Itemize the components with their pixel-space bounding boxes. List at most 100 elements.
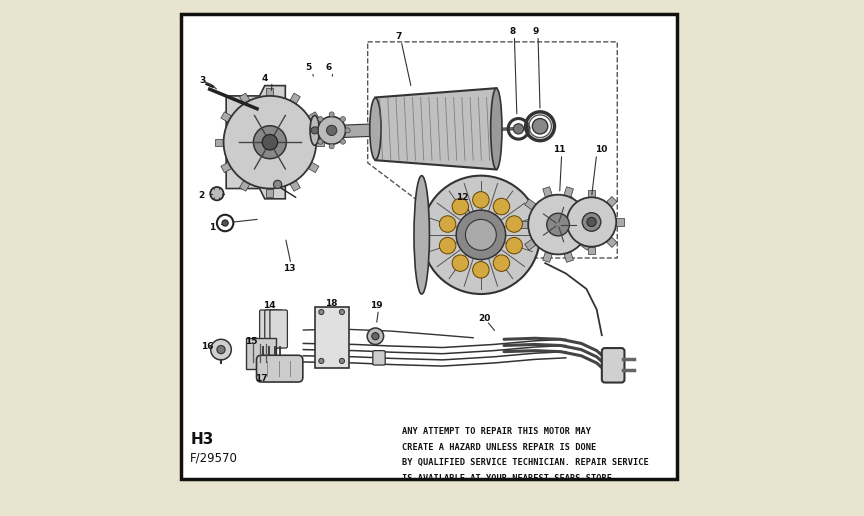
Polygon shape — [564, 252, 574, 262]
Polygon shape — [588, 221, 597, 228]
Circle shape — [274, 180, 282, 188]
Text: ANY ATTEMPT TO REPAIR THIS MOTOR MAY: ANY ATTEMPT TO REPAIR THIS MOTOR MAY — [402, 427, 591, 437]
Text: 4: 4 — [262, 74, 268, 84]
Polygon shape — [524, 199, 536, 210]
Circle shape — [440, 216, 456, 232]
Circle shape — [217, 346, 226, 353]
Text: 17: 17 — [255, 375, 268, 383]
Polygon shape — [316, 139, 325, 146]
Ellipse shape — [414, 175, 429, 294]
Circle shape — [567, 197, 616, 247]
Circle shape — [340, 310, 345, 315]
Circle shape — [532, 119, 548, 134]
Circle shape — [547, 213, 569, 236]
Circle shape — [318, 139, 323, 144]
Circle shape — [493, 255, 510, 271]
Polygon shape — [580, 199, 592, 210]
Text: H3: H3 — [190, 432, 213, 447]
FancyBboxPatch shape — [270, 310, 288, 348]
Circle shape — [253, 126, 286, 159]
Polygon shape — [308, 162, 319, 173]
FancyBboxPatch shape — [264, 310, 283, 348]
Text: 18: 18 — [326, 299, 338, 308]
Text: 15: 15 — [245, 337, 257, 346]
Circle shape — [452, 255, 468, 271]
Text: 1: 1 — [208, 222, 215, 232]
FancyBboxPatch shape — [245, 338, 276, 368]
Circle shape — [456, 210, 505, 260]
Text: F/29570: F/29570 — [190, 451, 238, 464]
Polygon shape — [290, 93, 301, 104]
Circle shape — [473, 262, 489, 278]
Text: 20: 20 — [479, 314, 491, 323]
Circle shape — [222, 220, 228, 226]
Text: 2: 2 — [199, 191, 205, 200]
Polygon shape — [607, 197, 617, 207]
Circle shape — [311, 127, 318, 134]
Circle shape — [319, 310, 324, 315]
Polygon shape — [215, 139, 224, 146]
Text: BY QUALIFIED SERVICE TECHNICIAN. REPAIR SERVICE: BY QUALIFIED SERVICE TECHNICIAN. REPAIR … — [402, 458, 649, 467]
Text: 6: 6 — [326, 63, 332, 72]
Text: 11: 11 — [553, 146, 566, 154]
Polygon shape — [616, 218, 624, 225]
Polygon shape — [266, 188, 274, 197]
Text: 8: 8 — [509, 27, 516, 36]
Ellipse shape — [491, 88, 502, 169]
Text: 14: 14 — [263, 301, 276, 310]
Circle shape — [319, 358, 324, 363]
Polygon shape — [221, 112, 232, 122]
Polygon shape — [226, 86, 285, 199]
Polygon shape — [290, 181, 301, 191]
Polygon shape — [564, 187, 574, 197]
Circle shape — [587, 217, 596, 227]
Circle shape — [262, 135, 277, 150]
Polygon shape — [524, 239, 536, 250]
Circle shape — [313, 128, 318, 133]
Polygon shape — [559, 218, 567, 225]
Circle shape — [340, 358, 345, 363]
Circle shape — [473, 191, 489, 208]
Polygon shape — [543, 187, 552, 197]
Circle shape — [329, 144, 334, 149]
Circle shape — [340, 117, 346, 122]
Text: 16: 16 — [200, 342, 213, 351]
Polygon shape — [580, 239, 592, 250]
Circle shape — [506, 237, 523, 254]
Circle shape — [318, 117, 346, 144]
Circle shape — [318, 117, 323, 122]
Circle shape — [367, 328, 384, 345]
Text: 10: 10 — [594, 146, 607, 154]
Polygon shape — [543, 252, 552, 262]
Polygon shape — [496, 127, 530, 131]
Text: 13: 13 — [283, 264, 295, 273]
Polygon shape — [375, 88, 496, 169]
Polygon shape — [566, 237, 576, 248]
FancyBboxPatch shape — [373, 351, 385, 365]
Circle shape — [210, 187, 224, 200]
Text: 19: 19 — [370, 301, 383, 310]
Polygon shape — [588, 189, 595, 197]
Polygon shape — [221, 162, 232, 173]
Circle shape — [466, 219, 496, 250]
Text: 5: 5 — [305, 63, 312, 72]
Text: 12: 12 — [455, 193, 468, 202]
FancyBboxPatch shape — [314, 307, 349, 368]
Circle shape — [211, 340, 232, 360]
Circle shape — [340, 139, 346, 144]
Circle shape — [327, 125, 337, 136]
Text: IS AVAILABLE AT YOUR NEAREST SEARS STORE.: IS AVAILABLE AT YOUR NEAREST SEARS STORE… — [402, 474, 618, 483]
Text: 9: 9 — [533, 27, 539, 36]
Polygon shape — [588, 247, 595, 254]
Circle shape — [440, 237, 456, 254]
Circle shape — [329, 112, 334, 117]
Circle shape — [372, 333, 379, 340]
Text: 7: 7 — [396, 32, 402, 41]
Polygon shape — [519, 221, 528, 228]
Circle shape — [528, 195, 588, 254]
Circle shape — [506, 216, 523, 232]
Text: 3: 3 — [200, 76, 206, 85]
FancyBboxPatch shape — [259, 310, 277, 348]
Ellipse shape — [370, 98, 381, 160]
Text: CREATE A HAZARD UNLESS REPAIR IS DONE: CREATE A HAZARD UNLESS REPAIR IS DONE — [402, 443, 596, 452]
